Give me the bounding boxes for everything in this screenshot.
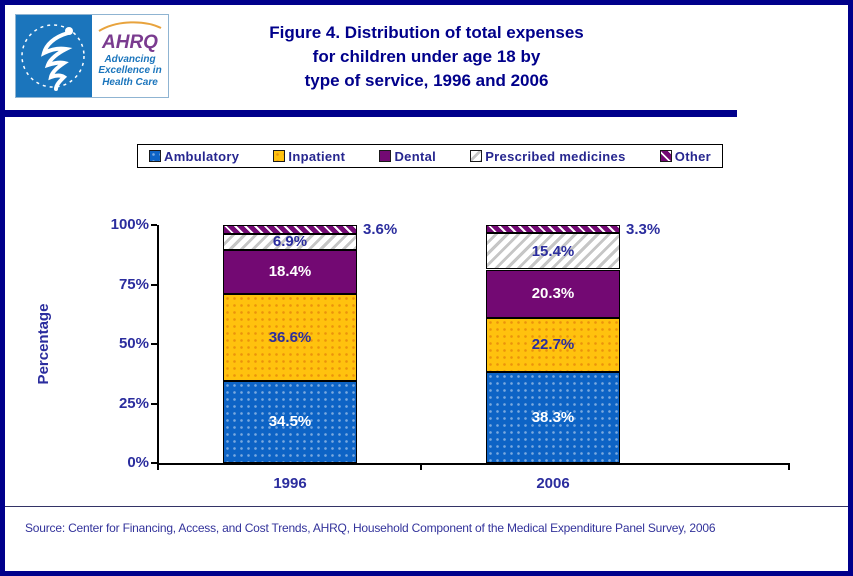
value-label-1996-dental: 18.4% <box>268 263 312 281</box>
x-axis-tick <box>788 463 790 470</box>
x-category-label-2006: 2006 <box>536 475 570 492</box>
y-tick-label-50pct: 50% <box>118 335 149 352</box>
y-axis-tick <box>151 343 157 345</box>
header-divider <box>5 110 737 117</box>
swoosh-icon <box>98 21 162 32</box>
hhs-eagle-icon <box>21 24 85 91</box>
ahrq-text: AHRQ <box>102 32 158 53</box>
legend-item-other: Other <box>659 148 711 164</box>
chart-legend: Ambulatory Inpatient Dental Prescribed medi… <box>137 144 723 168</box>
legend-label-inpatient: Inpatient <box>288 148 346 164</box>
x-axis-tick <box>420 463 422 470</box>
bar-segment-2006-ambulatory: 38.3% <box>486 371 620 463</box>
legend-label-other: Other <box>674 148 711 164</box>
value-label-2006-ambulatory: 38.3% <box>531 408 575 426</box>
bar-segment-2006-dental: 20.3% <box>486 269 620 318</box>
legend-swatch-prescribed-medicines-icon <box>470 150 483 162</box>
source-note: Source: Center for Financing, Access, an… <box>25 521 716 535</box>
value-label-2006-other: 3.3% <box>626 220 661 238</box>
legend-item-ambulatory: Ambulatory <box>149 149 239 164</box>
ahrq-wordmark: AHRQ Advancing Excellence in Health Care <box>92 15 168 97</box>
x-category-label-1996: 1996 <box>273 475 307 492</box>
y-axis-line <box>157 225 159 465</box>
legend-item-dental: Dental <box>379 149 436 164</box>
legend-item-inpatient: Inpatient <box>273 149 345 164</box>
legend-label-prescribed-medicines: Prescribed medicines <box>485 148 626 164</box>
y-tick-label-100pct: 100% <box>110 216 149 233</box>
title-line-1: Figure 4. Distribution of total expenses <box>269 23 584 42</box>
ahrq-tagline: Advancing Excellence in Health Care <box>92 54 168 89</box>
ahrq-logo: AHRQ Advancing Excellence in Health Care <box>15 14 169 98</box>
bar-segment-1996-inpatient: 36.6% <box>223 293 357 381</box>
legend-label-dental: Dental <box>394 148 437 164</box>
value-label-1996-ambulatory: 34.5% <box>268 413 312 431</box>
y-axis-title: Percentage <box>35 303 52 385</box>
legend-label-ambulatory: Ambulatory <box>164 148 240 164</box>
bar-segment-2006-inpatient: 22.7% <box>486 317 620 372</box>
x-axis-line <box>157 463 790 465</box>
bar-segment-1996-dental: 18.4% <box>223 249 357 294</box>
legend-swatch-dental-icon <box>379 150 392 162</box>
y-axis-tick <box>151 462 157 464</box>
bar-segment-1996-ambulatory: 34.5% <box>223 380 357 463</box>
bar-segment-1996-prescribed-medicines: 6.9% <box>223 233 357 251</box>
y-axis-tick <box>151 224 157 226</box>
chart-area: Percentage 0% 25% 50% 75% 100% 34.5% 36.6% 18.4… <box>5 216 848 506</box>
value-label-2006-inpatient: 22.7% <box>531 336 575 354</box>
value-label-2006-prescribed-medicines: 15.4% <box>531 242 575 260</box>
value-label-1996-other: 3.6% <box>363 221 398 239</box>
y-axis-tick <box>151 283 157 286</box>
header: AHRQ Advancing Excellence in Health Care… <box>5 5 848 110</box>
bar-segment-2006-other <box>486 225 620 233</box>
bar-segment-2006-prescribed-medicines: 15.4% <box>486 232 620 270</box>
legend-swatch-inpatient-icon <box>273 150 286 162</box>
legend-swatch-ambulatory-icon <box>149 150 161 162</box>
value-label-1996-prescribed-medicines: 6.9% <box>272 233 308 251</box>
value-label-2006-dental: 20.3% <box>531 285 575 303</box>
y-tick-label-75pct: 75% <box>118 275 149 293</box>
figure-title: Figure 4. Distribution of total expenses… <box>5 5 848 92</box>
bar-segment-1996-other <box>223 225 357 234</box>
legend-item-prescribed-medicines: Prescribed medicines <box>470 149 625 164</box>
title-line-2: for children under age 18 by <box>312 46 541 66</box>
legend-swatch-other-icon <box>659 150 672 162</box>
hhs-seal <box>16 15 92 97</box>
value-label-1996-inpatient: 36.6% <box>268 328 312 346</box>
y-tick-label-25pct: 25% <box>118 394 149 412</box>
y-tick-label-0pct: 0% <box>127 454 149 471</box>
tagline-line-1: Advancing <box>104 53 156 65</box>
y-axis-tick <box>151 402 157 405</box>
x-axis-tick <box>157 463 159 470</box>
source-divider <box>5 506 848 507</box>
tagline-line-2: Excellence in <box>98 65 162 77</box>
tagline-line-3: Health Care <box>102 76 158 88</box>
title-line-3: type of service, 1996 and 2006 <box>304 70 549 90</box>
